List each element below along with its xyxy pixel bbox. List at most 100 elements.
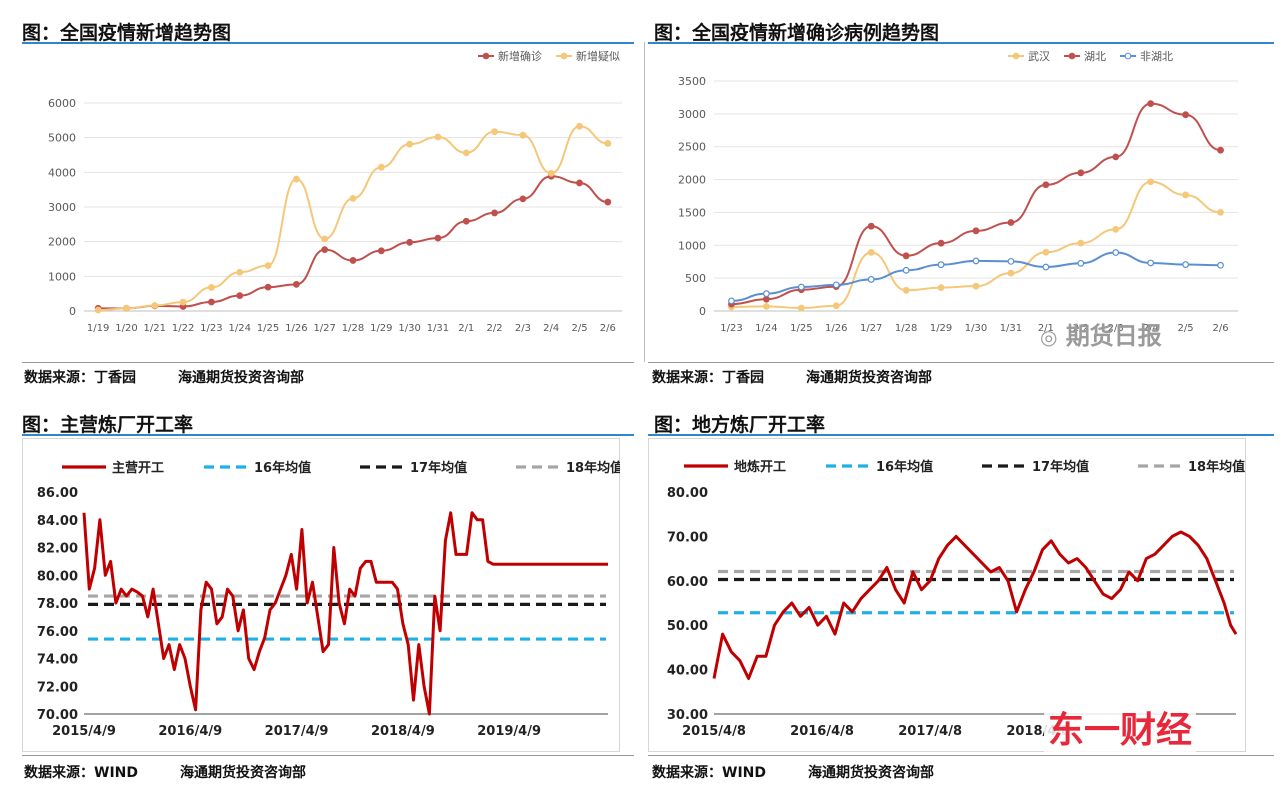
data-point <box>902 266 910 274</box>
y-tick-label: 4000 <box>48 166 76 179</box>
data-point <box>937 261 945 269</box>
source-line: 数据来源：丁香园 海通期货投资咨询部 <box>24 367 346 387</box>
x-tick-label: 2015/4/8 <box>682 724 746 739</box>
qihuo-watermark: ◎ 期货日报 <box>1040 316 1162 351</box>
legend-marker <box>482 52 490 60</box>
y-tick-label: 3000 <box>48 201 76 214</box>
data-point <box>1077 239 1085 247</box>
x-tick-label: 2/1 <box>1038 323 1054 334</box>
data-point <box>377 163 385 171</box>
data-point <box>519 131 527 139</box>
legend-label: 非湖北 <box>1140 50 1173 63</box>
source-line: 数据来源：WIND 海通期货投资咨询部 <box>24 762 348 782</box>
data-point <box>349 257 357 264</box>
legend-label: 地炼开工 <box>734 459 786 475</box>
x-tick-label: 2/6 <box>1212 323 1228 334</box>
data-point <box>972 257 980 265</box>
data-point <box>1182 191 1189 199</box>
source-org: 海通期货投资咨询部 <box>808 765 934 781</box>
source-divider <box>648 362 1274 363</box>
data-point <box>1077 259 1085 267</box>
data-point <box>94 306 102 314</box>
legend-label: 湖北 <box>1084 50 1106 63</box>
panel-main-refinery-rate: 图：主营炼厂开工率 70.00 72.00 74.00 76.00 78.00 80.00… <box>22 410 634 790</box>
data-point <box>762 303 770 310</box>
dongyi-watermark: 东一财经 <box>1044 701 1197 753</box>
y-tick-label: 84.00 <box>37 514 78 529</box>
x-tick-label: 1/23 <box>200 323 222 334</box>
data-point <box>867 248 875 256</box>
x-tick-label: 1/30 <box>965 323 987 334</box>
y-tick-label: 1500 <box>678 206 706 219</box>
x-tick-label: 2/5 <box>1178 323 1194 334</box>
title-underline <box>648 42 1274 44</box>
data-point <box>349 195 357 202</box>
y-tick-label: 76.00 <box>37 625 78 640</box>
data-point <box>1042 248 1050 256</box>
x-tick-label: 1/26 <box>285 323 307 334</box>
legend-marker <box>1068 52 1076 60</box>
data-point <box>321 235 329 243</box>
data-point <box>867 276 875 283</box>
x-tick-label: 1/26 <box>825 323 847 334</box>
y-tick-label: 2000 <box>48 236 76 249</box>
legend-marker <box>1124 52 1132 60</box>
x-tick-label: 1/31 <box>1000 323 1022 334</box>
legend-marker <box>1012 52 1020 60</box>
x-tick-label: 2017/4/8 <box>898 724 962 739</box>
data-point <box>547 169 555 177</box>
data-point <box>1182 111 1189 119</box>
x-tick-label: 2016/4/9 <box>158 724 222 739</box>
x-tick-label: 2017/4/9 <box>265 724 329 739</box>
data-point <box>519 195 527 203</box>
data-point <box>208 284 215 291</box>
y-tick-label: 70.00 <box>667 530 708 545</box>
data-point <box>1182 261 1189 268</box>
data-point <box>1112 249 1120 256</box>
y-tick-label: 1000 <box>48 270 76 283</box>
data-point <box>604 198 612 206</box>
x-tick-label: 1/21 <box>144 323 166 334</box>
series-line-main <box>82 511 608 716</box>
source-label: 数据来源：WIND <box>24 765 138 781</box>
source-line: 数据来源：丁香园 海通期货投资咨询部 <box>652 367 974 387</box>
panel-local-refinery-rate: 图：地方炼厂开工率 30.00 40.00 50.00 60.00 70.00 80.00… <box>648 410 1274 790</box>
legend-label: 16年均值 <box>254 460 311 476</box>
series-line-main <box>712 530 1238 680</box>
x-tick-label: 1/23 <box>720 323 742 334</box>
legend-label: 主营开工 <box>112 460 164 476</box>
y-tick-label: 6000 <box>48 97 76 110</box>
data-point <box>377 247 385 255</box>
wechat-icon: ◎ <box>1040 325 1058 349</box>
x-tick-label: 2/3 <box>515 323 531 334</box>
data-point <box>1147 100 1155 108</box>
source-label: 数据来源：丁香园 <box>24 370 136 386</box>
data-point <box>1147 178 1155 186</box>
panel-title: 图：全国疫情新增趋势图 <box>22 22 232 44</box>
data-point <box>491 209 498 217</box>
data-point <box>604 140 612 147</box>
legend-label: 18年均值 <box>1188 459 1245 475</box>
y-tick-label: 40.00 <box>667 664 708 679</box>
x-tick-label: 1/24 <box>755 323 777 334</box>
y-tick-label: 60.00 <box>667 575 708 590</box>
data-point <box>762 295 770 303</box>
data-point <box>832 281 840 289</box>
x-tick-label: 2/6 <box>600 323 616 334</box>
data-point <box>832 302 840 310</box>
data-point <box>576 179 583 187</box>
chart-frame <box>648 438 1246 752</box>
y-tick-label: 5000 <box>48 132 76 145</box>
title-underline <box>648 434 1274 436</box>
data-point <box>236 268 244 276</box>
x-tick-label: 1/25 <box>790 323 812 334</box>
y-tick-label: 70.00 <box>37 708 78 723</box>
data-point <box>937 239 945 247</box>
y-tick-label: 86.00 <box>37 486 78 501</box>
data-point <box>1007 269 1015 277</box>
x-tick-label: 2/2 <box>487 323 503 334</box>
data-point <box>1147 259 1155 267</box>
x-tick-label: 1/22 <box>172 323 194 334</box>
legend-label: 18年均值 <box>566 460 620 476</box>
data-point <box>576 122 583 130</box>
